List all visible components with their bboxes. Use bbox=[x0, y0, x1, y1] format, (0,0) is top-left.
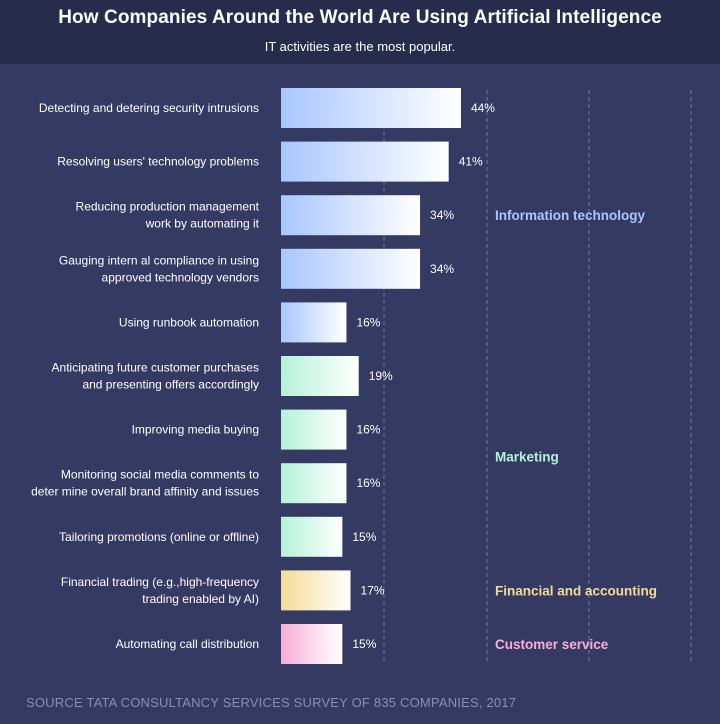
category-label: deter mine overall brand affinity and is… bbox=[31, 485, 259, 499]
group-label: Financial and accounting bbox=[495, 583, 657, 598]
category-label: Anticipating future customer purchases bbox=[52, 361, 259, 375]
category-label: and presenting offers accordingly bbox=[82, 378, 259, 392]
category-label: Gauging intern al compliance in using bbox=[59, 253, 259, 267]
bar bbox=[281, 248, 421, 289]
value-label: 16% bbox=[356, 476, 380, 490]
bar bbox=[281, 570, 351, 611]
category-label: Monitoring social media comments to bbox=[61, 468, 259, 482]
category-label: Automating call distribution bbox=[116, 637, 259, 651]
bar bbox=[281, 302, 347, 343]
bar bbox=[281, 141, 449, 182]
chart-subtitle: IT activities are the most popular. bbox=[264, 39, 456, 54]
category-label: approved technology vendors bbox=[102, 270, 259, 284]
category-label: Detecting and detering security intrusio… bbox=[39, 101, 259, 115]
group-label: Marketing bbox=[495, 449, 559, 464]
value-label: 16% bbox=[356, 423, 380, 437]
value-label: 19% bbox=[369, 369, 393, 383]
bar bbox=[281, 624, 343, 664]
source-note: SOURCE TATA CONSULTANCY SERVICES SURVEY … bbox=[26, 695, 517, 710]
category-label: Resolving users' technology problems bbox=[57, 155, 259, 169]
value-label: 44% bbox=[471, 101, 495, 115]
group-label: Information technology bbox=[495, 208, 645, 223]
category-label: Financial trading (e.g.,high-frequency bbox=[61, 575, 259, 589]
group-label: Customer service bbox=[495, 637, 609, 652]
bar bbox=[281, 463, 347, 504]
value-label: 17% bbox=[361, 583, 385, 597]
value-label: 15% bbox=[352, 530, 376, 544]
bar bbox=[281, 356, 359, 396]
category-label: Tailoring promotions (online or offline) bbox=[59, 530, 259, 544]
value-label: 34% bbox=[430, 208, 454, 222]
value-label: 34% bbox=[430, 262, 454, 276]
bar bbox=[281, 516, 343, 557]
category-label: Reducing production management bbox=[76, 200, 260, 214]
chart-title: How Companies Around the World Are Using… bbox=[58, 7, 662, 28]
category-label: Using runbook automation bbox=[119, 315, 259, 329]
bar bbox=[281, 195, 421, 236]
bar bbox=[281, 88, 461, 128]
header: How Companies Around the World Are Using… bbox=[0, 0, 720, 64]
bar bbox=[281, 409, 347, 450]
value-label: 15% bbox=[352, 637, 376, 651]
value-label: 16% bbox=[356, 315, 380, 329]
value-label: 41% bbox=[459, 155, 483, 169]
bar-chart: Detecting and detering security intrusio… bbox=[31, 88, 692, 664]
category-label: trading enabled by AI) bbox=[142, 592, 259, 606]
category-label: Improving media buying bbox=[132, 423, 259, 437]
category-label: work by automating it bbox=[145, 217, 260, 231]
